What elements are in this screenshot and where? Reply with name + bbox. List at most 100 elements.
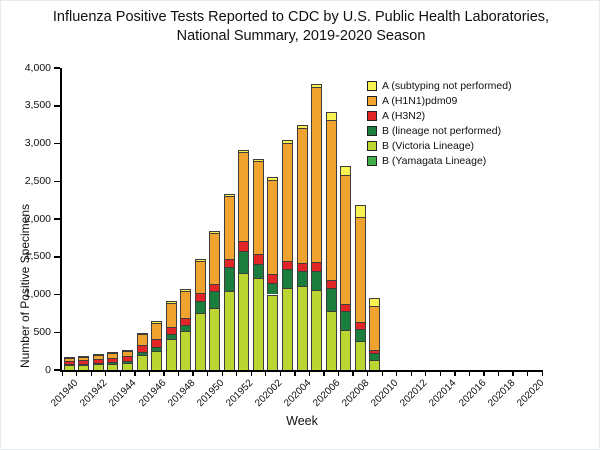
legend-swatch-icon (367, 111, 377, 121)
legend-item: A (H3N2) (367, 110, 512, 122)
bar-segment-201951 (223, 266, 235, 292)
y-tick-label: 1,500 (24, 250, 51, 263)
chart-title-line2: National Summary, 2019-2020 Season (176, 28, 426, 44)
bar-segment-201943 (107, 351, 119, 354)
bar-segment-201943 (107, 357, 119, 363)
bar-segment-202007 (340, 166, 352, 176)
bar-segment-201940 (63, 360, 75, 365)
x-tick-mark (294, 372, 296, 376)
bar-segment-201940 (63, 358, 75, 361)
bar-segment-202001 (252, 158, 264, 161)
bar-segment-201952 (238, 250, 250, 273)
bar-segment-201940 (63, 364, 75, 366)
bar-segment-201944 (121, 351, 133, 357)
bar-segment-201949 (194, 312, 206, 370)
bar-segment-201943 (107, 362, 119, 364)
legend-label: B (Victoria Lineage) (382, 140, 475, 152)
bar-segment-201948 (180, 290, 192, 319)
y-tick-mark (54, 369, 60, 371)
x-tick-mark (483, 372, 485, 376)
bar-segment-201947 (165, 302, 177, 327)
bar-segment-201944 (121, 360, 133, 363)
bar-segment-202006 (325, 280, 337, 288)
y-tick-label: 0 (45, 363, 51, 376)
bar-segment-202005 (311, 290, 323, 370)
legend-label: A (H1N1)pdm09 (382, 95, 458, 107)
bar-segment-201952 (238, 272, 250, 370)
bar-segment-201945 (136, 345, 148, 352)
bar-segment-202007 (340, 175, 352, 304)
x-tick-mark (192, 372, 194, 376)
bar-segment-201948 (180, 289, 192, 291)
bar-segment-202003 (281, 139, 293, 143)
chart-title-line1: Influenza Positive Tests Reported to CDC… (52, 9, 550, 25)
bar-segment-201947 (165, 326, 177, 335)
bar-segment-201941 (78, 356, 90, 360)
bar-segment-201951 (223, 291, 235, 370)
bar-segment-201942 (92, 358, 104, 363)
bar-segment-201942 (92, 362, 104, 365)
bar-segment-201946 (151, 339, 163, 347)
legend-label: A (H3N2) (382, 110, 426, 122)
x-tick-mark (381, 372, 383, 376)
x-tick-mark (512, 372, 514, 376)
bar-segment-202007 (340, 329, 352, 370)
bar-segment-201945 (136, 334, 148, 346)
bar-segment-201949 (194, 292, 206, 301)
bar-segment-202008 (354, 205, 366, 217)
bar-segment-202008 (354, 216, 366, 323)
bar-segment-201946 (151, 346, 163, 352)
x-tick-mark (352, 372, 354, 376)
bar-segment-202004 (296, 262, 308, 272)
y-tick-label: 3,000 (24, 137, 51, 149)
x-tick-mark (250, 372, 252, 376)
bar-segment-202004 (296, 271, 308, 287)
bar-segment-201945 (136, 351, 148, 356)
bar-segment-201952 (238, 151, 250, 241)
bar-segment-201944 (121, 349, 133, 352)
x-tick-mark (148, 372, 151, 376)
bar-segment-201946 (151, 351, 163, 370)
bar-segment-202009 (369, 349, 381, 353)
bar-segment-201952 (238, 240, 250, 251)
y-tick-mark (54, 256, 60, 258)
y-tick-label: 4,000 (24, 61, 51, 74)
bar-segment-201940 (63, 365, 75, 370)
y-tick-mark (54, 142, 60, 145)
x-tick-mark (410, 372, 412, 376)
bar-segment-201952 (238, 149, 250, 152)
bar-segment-201948 (180, 325, 192, 332)
x-tick-mark (526, 372, 529, 376)
bar-segment-201944 (121, 362, 133, 370)
x-tick-mark (265, 372, 267, 376)
x-tick-mark (366, 372, 369, 376)
bar-segment-201942 (92, 354, 104, 356)
legend-item: A (H1N1)pdm09 (367, 95, 512, 107)
bar-segment-201951 (223, 194, 235, 197)
bar-segment-202002 (267, 177, 279, 180)
legend-swatch-icon (367, 141, 377, 151)
bar-segment-202002 (267, 179, 279, 275)
bar-segment-201950 (209, 307, 221, 370)
bar-segment-201945 (136, 333, 148, 335)
x-tick-mark (468, 372, 471, 376)
bar-segment-202006 (325, 120, 337, 281)
legend-swatch-icon (367, 156, 377, 166)
bar-segment-201948 (180, 318, 192, 326)
y-tick-label: 1,000 (24, 288, 51, 300)
legend-item: A (subtyping not performed) (367, 80, 512, 92)
bar-segment-202003 (281, 287, 293, 370)
x-tick-mark (177, 372, 180, 376)
bar-segment-201946 (151, 321, 163, 323)
bar-segment-201949 (194, 260, 206, 293)
legend-label: B (Yamagata Lineage) (382, 155, 487, 167)
x-tick-mark (61, 372, 63, 376)
bar-segment-201941 (78, 355, 90, 357)
x-tick-mark (323, 372, 325, 376)
y-tick-mark (54, 105, 60, 107)
bar-segment-202003 (281, 142, 293, 261)
legend-swatch-icon (367, 126, 377, 136)
x-tick-mark (396, 372, 398, 376)
bar-segment-201951 (223, 196, 235, 260)
